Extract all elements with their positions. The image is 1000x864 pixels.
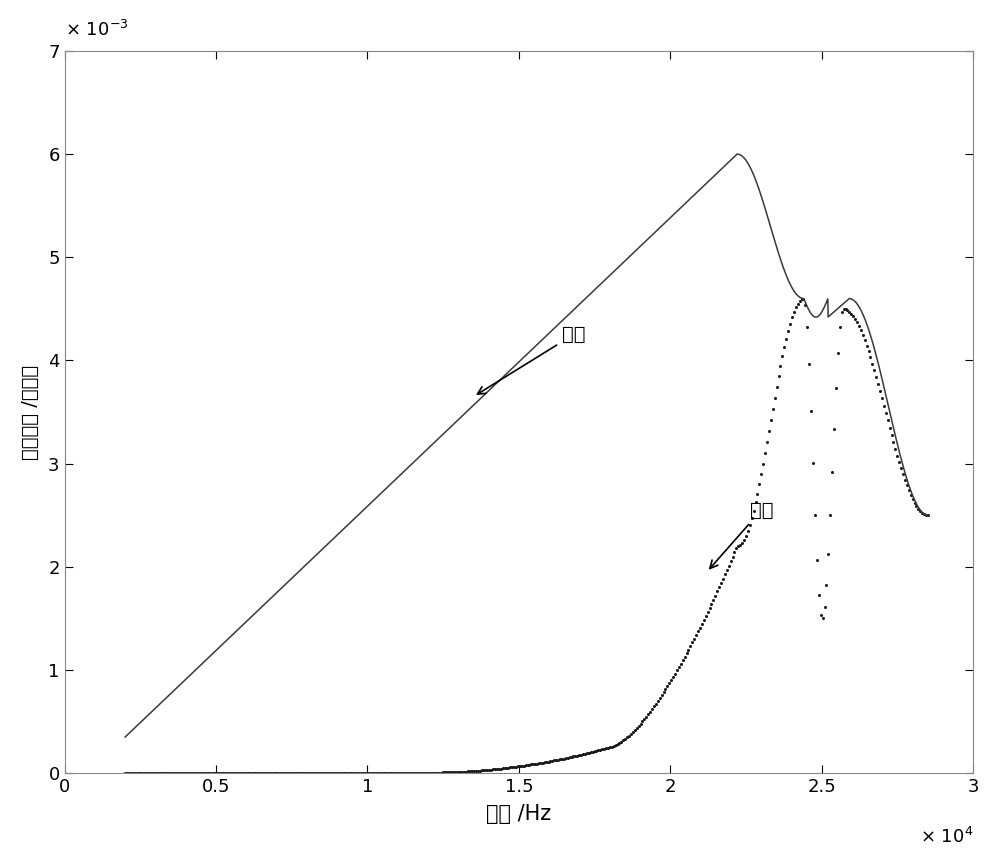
Y-axis label: 导纳幅値 /西门子: 导纳幅値 /西门子 [21,365,40,460]
Text: $\times\ 10^{4}$: $\times\ 10^{4}$ [920,828,973,848]
Text: 电导: 电导 [710,500,773,569]
Text: $\times\ 10^{-3}$: $\times\ 10^{-3}$ [65,20,128,40]
Text: 电纳: 电纳 [477,325,585,394]
X-axis label: 频率 /Hz: 频率 /Hz [486,804,552,824]
